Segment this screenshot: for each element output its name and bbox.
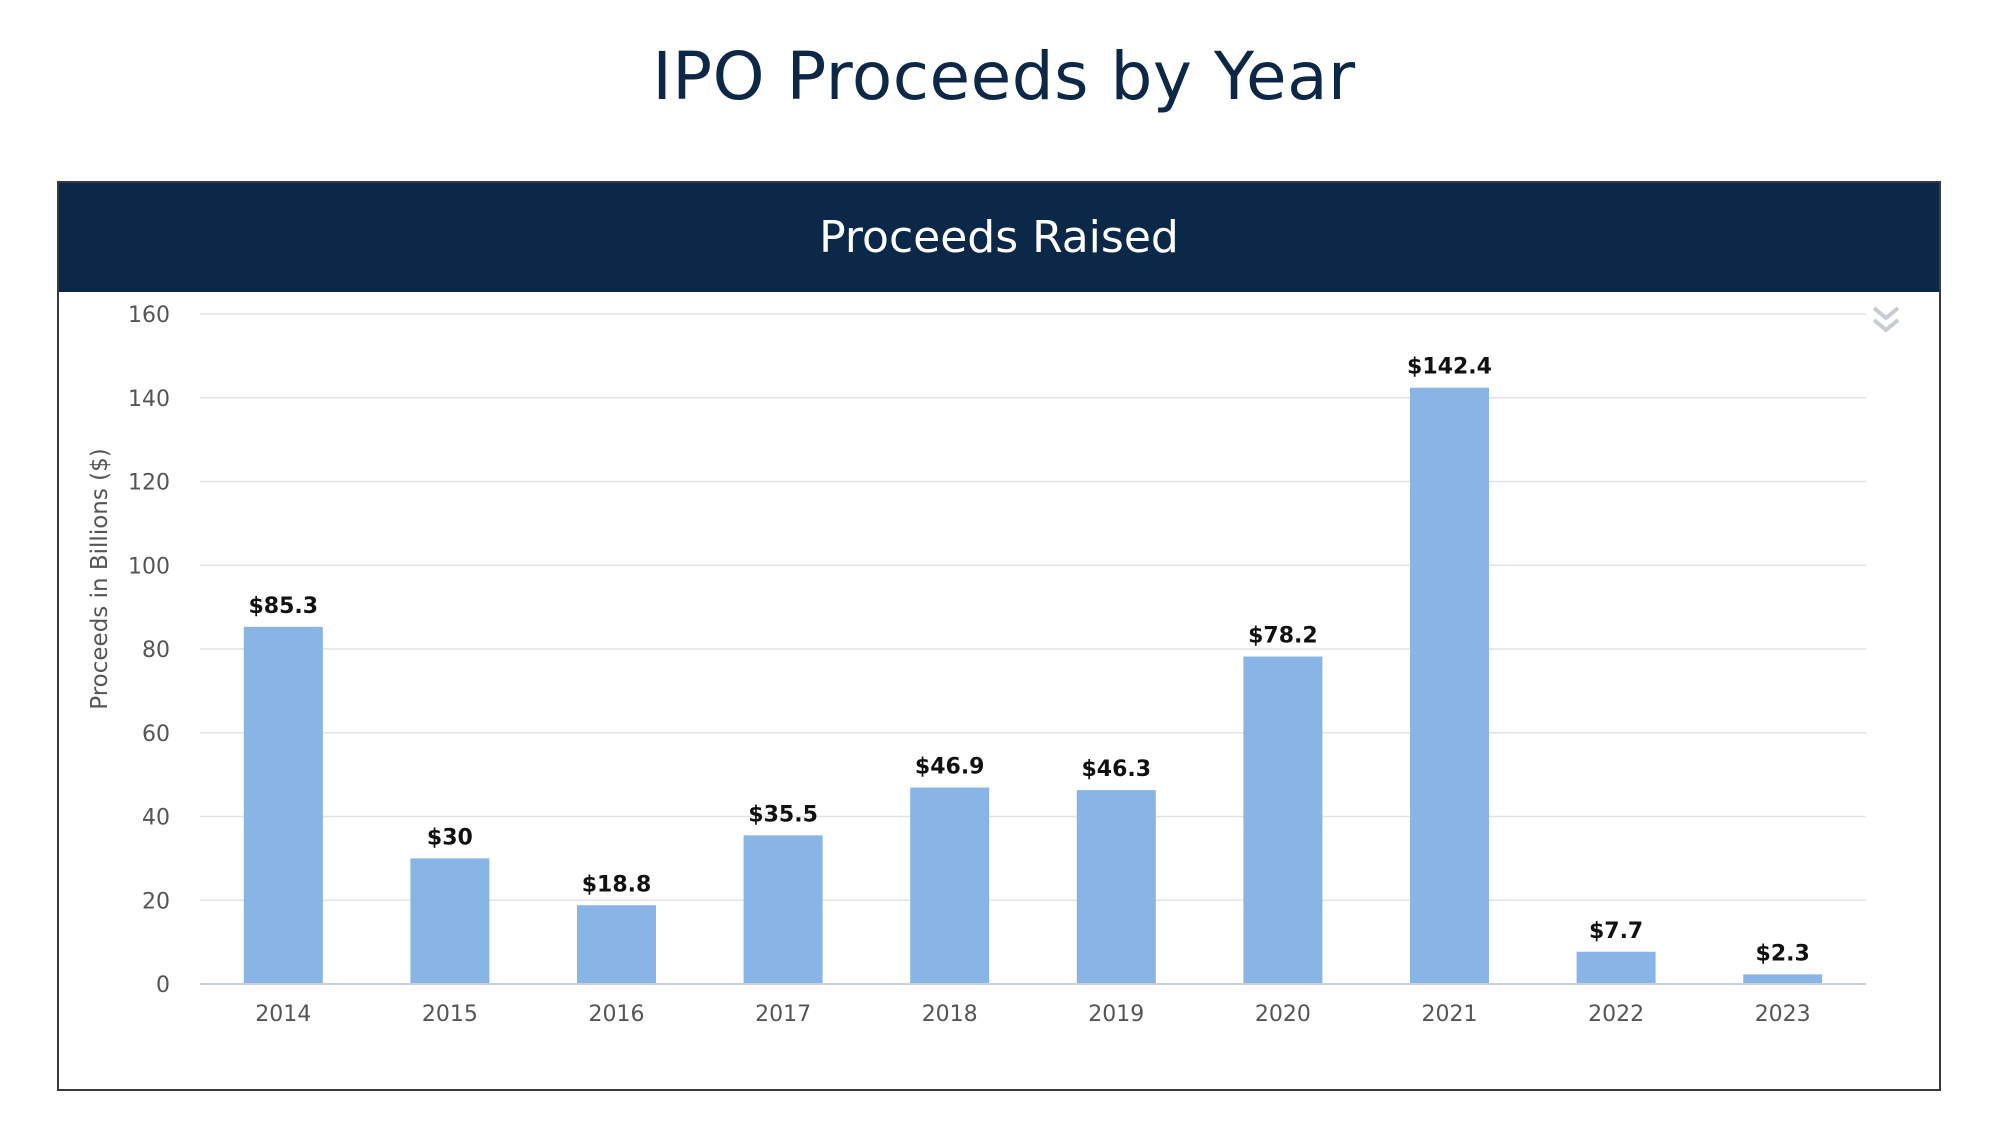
data-label: $78.2 xyxy=(1248,624,1318,649)
bar-2022[interactable] xyxy=(1576,951,1656,984)
bar-2018[interactable] xyxy=(910,787,990,984)
y-tick-label: 120 xyxy=(128,471,170,496)
data-label: $46.3 xyxy=(1082,757,1152,782)
x-tick-label: 2017 xyxy=(755,1002,811,1027)
y-tick-label: 40 xyxy=(142,806,170,831)
data-label: $2.3 xyxy=(1756,941,1810,966)
x-tick-label: 2023 xyxy=(1755,1002,1811,1027)
y-tick-label: 20 xyxy=(142,889,170,914)
x-tick-label: 2018 xyxy=(922,1002,978,1027)
y-tick-label: 60 xyxy=(142,722,170,747)
x-tick-label: 2020 xyxy=(1255,1002,1311,1027)
bars xyxy=(243,387,1823,984)
y-tick-label: 0 xyxy=(156,973,170,998)
bar-2016[interactable] xyxy=(577,905,656,984)
data-label: $46.9 xyxy=(915,755,985,780)
bar-2017[interactable] xyxy=(743,835,823,984)
data-label: $18.8 xyxy=(582,872,652,897)
chart-panel: Proceeds Raised xyxy=(57,181,1941,1091)
y-tick-label: 160 xyxy=(128,303,170,328)
data-label: $35.5 xyxy=(748,802,818,827)
grid-lines xyxy=(200,313,1866,901)
page-title: IPO Proceeds by Year xyxy=(652,38,1356,115)
x-axis-ticks: 2014 2015 2016 2017 2018 2019 2020 2021 2022 2023 xyxy=(255,1002,1810,1027)
x-tick-label: 2015 xyxy=(422,1002,478,1027)
y-tick-label: 140 xyxy=(128,387,170,412)
bar-2020[interactable] xyxy=(1243,656,1323,984)
x-tick-label: 2021 xyxy=(1422,1002,1478,1027)
bar-2023[interactable] xyxy=(1743,974,1823,984)
bar-2021[interactable] xyxy=(1410,387,1489,984)
bar-2019[interactable] xyxy=(1076,790,1156,984)
y-axis-ticks: 0 20 40 60 80 100 120 140 160 xyxy=(128,303,170,998)
bar-2014[interactable] xyxy=(243,626,323,984)
data-labels: $85.3 $30 $18.8 $35.5 $46.9 $46.3 $78.2 $142.4 $… xyxy=(249,355,1810,967)
data-label: $7.7 xyxy=(1589,919,1643,944)
y-tick-label: 100 xyxy=(128,554,170,579)
x-tick-label: 2022 xyxy=(1588,1002,1644,1027)
y-axis-label: Proceeds in Billions ($) xyxy=(87,448,113,709)
data-label: $85.3 xyxy=(249,594,319,619)
x-tick-label: 2016 xyxy=(589,1002,645,1027)
x-tick-label: 2019 xyxy=(1088,1002,1144,1027)
x-tick-label: 2014 xyxy=(255,1002,311,1027)
data-label: $142.4 xyxy=(1407,355,1492,380)
bar-2015[interactable] xyxy=(410,858,490,984)
chart-header: Proceeds Raised xyxy=(59,183,1939,292)
data-label: $30 xyxy=(427,825,473,850)
y-tick-label: 80 xyxy=(142,638,170,663)
chevron-double-down-icon[interactable] xyxy=(1866,300,1906,340)
